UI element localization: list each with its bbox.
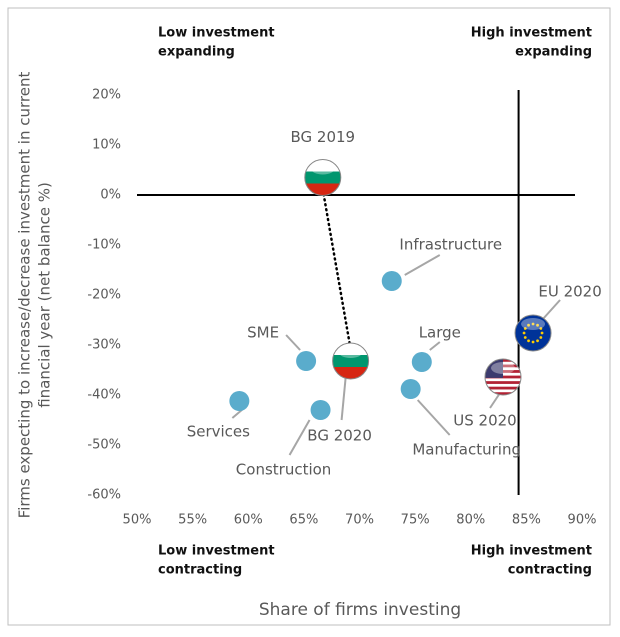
point	[310, 400, 331, 420]
y-tick-label: 10%	[92, 138, 121, 153]
leader-line	[340, 377, 347, 421]
point-label: US 2020	[453, 412, 516, 430]
flag-stripe	[304, 159, 341, 172]
x-axis-label: Share of firms investing	[259, 600, 461, 620]
x-tick-label: 85%	[512, 513, 541, 528]
leader-line	[489, 392, 501, 409]
flag-marker	[485, 359, 522, 395]
quadrant-label: contracting	[158, 563, 242, 578]
flag-stripe	[485, 378, 522, 382]
flag-gloss	[310, 162, 335, 175]
flag-stripe	[332, 343, 369, 356]
x-tick-label: 90%	[568, 513, 597, 528]
y-axis-label: financial year (net balance %)	[36, 182, 54, 408]
flag-stripe	[304, 171, 341, 184]
flag-gloss	[521, 318, 546, 330]
point-label: BG 2019	[290, 128, 355, 146]
flag-shine	[304, 159, 342, 196]
flag-marker	[304, 159, 341, 196]
quadrant-label: contracting	[508, 563, 592, 578]
flag-star	[536, 339, 539, 343]
flag-star	[523, 327, 527, 330]
flag-stripe	[485, 386, 522, 390]
quadrant-label: High investment	[471, 544, 592, 559]
point-label: Services	[187, 423, 250, 441]
leader-line	[285, 334, 301, 351]
flag-stripe	[485, 383, 522, 387]
point	[296, 351, 317, 371]
x-tick-label: 80%	[456, 513, 485, 528]
flag-stripe	[485, 392, 522, 395]
flag-gloss	[491, 362, 516, 374]
flag-star	[536, 323, 539, 327]
flag-stripe	[332, 367, 369, 379]
leader-line	[416, 399, 451, 436]
connector	[321, 188, 352, 351]
flag-star	[540, 331, 544, 335]
y-tick-label: -50%	[87, 438, 121, 453]
point	[400, 379, 421, 399]
quadrant-label: Low investment	[158, 544, 275, 559]
flag-marker	[332, 343, 369, 379]
point-label: Manufacturing	[412, 441, 521, 459]
leader-line	[541, 299, 561, 321]
flag-star	[527, 323, 530, 327]
y-tick-label: 0%	[100, 188, 121, 203]
flag-shine	[332, 342, 370, 380]
leader-line	[404, 254, 441, 276]
y-tick-label: -40%	[87, 388, 121, 403]
quadrant-label: High investment	[471, 26, 592, 41]
flag-star	[531, 340, 535, 344]
leader-line	[288, 419, 311, 456]
point-label: Construction	[236, 461, 332, 479]
point	[411, 352, 432, 372]
y-axis-label-group: Firms expecting to increase/decrease inv…	[16, 72, 54, 519]
y-axis-label: Firms expecting to increase/decrease inv…	[16, 72, 34, 519]
point-label: Infrastructure	[399, 236, 502, 254]
point-label: BG 2020	[307, 427, 372, 445]
frame	[7, 7, 611, 626]
flag-star	[523, 336, 527, 339]
y-tick-label: -30%	[87, 338, 121, 353]
leader-line	[429, 341, 441, 351]
point	[229, 391, 250, 411]
flag-star	[527, 339, 530, 343]
flag-stripe	[485, 381, 522, 385]
y-tick-label: -10%	[87, 238, 121, 253]
flag-gloss	[338, 346, 363, 358]
y-tick-label: 20%	[92, 88, 121, 103]
x-tick-label: 65%	[289, 513, 318, 528]
flag-star	[531, 322, 535, 326]
quadrant-label: expanding	[158, 45, 235, 60]
point	[381, 271, 402, 291]
point-label: SME	[247, 324, 279, 342]
flag-stripe	[332, 355, 369, 368]
flag-marker	[515, 315, 552, 351]
x-tick-label: 55%	[178, 513, 207, 528]
flag-field	[515, 315, 552, 351]
y-tick-label: -20%	[87, 288, 121, 303]
y-tick-label: -60%	[87, 488, 121, 503]
flag-star	[539, 336, 543, 339]
quadrant-label: expanding	[515, 45, 592, 60]
x-tick-label: 50%	[123, 513, 152, 528]
x-tick-label: 75%	[401, 513, 430, 528]
flag-shine	[514, 314, 552, 352]
flag-star	[522, 331, 526, 335]
quadrant-label: Low investment	[158, 26, 275, 41]
flag-star	[539, 327, 543, 330]
flag-stripe	[304, 183, 341, 196]
point-label: EU 2020	[538, 283, 601, 301]
x-tick-label: 60%	[234, 513, 263, 528]
point-label: Large	[419, 324, 461, 342]
flag-stripe	[485, 389, 522, 393]
flag-shine	[484, 358, 522, 396]
x-tick-label: 70%	[345, 513, 374, 528]
